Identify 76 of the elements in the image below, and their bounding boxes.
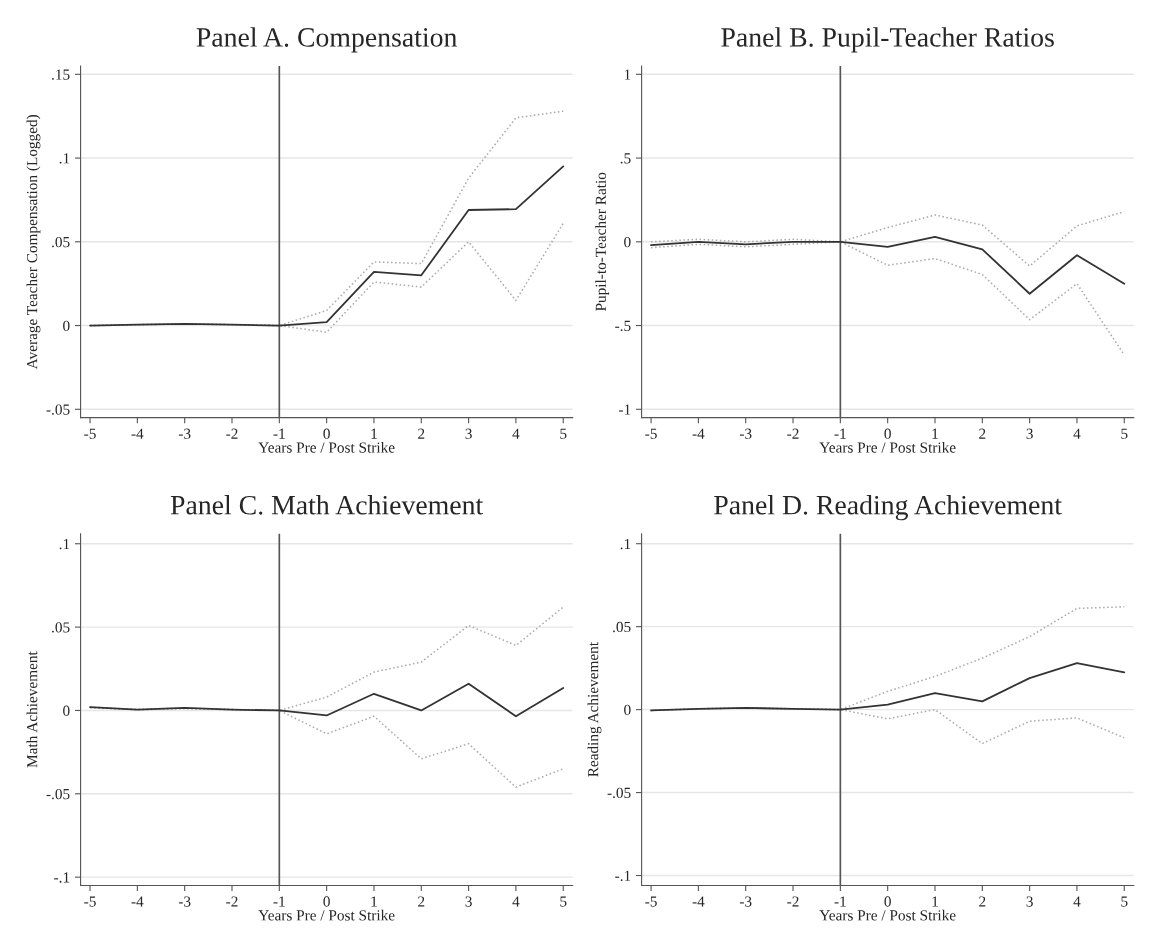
y-tick-label: 1	[624, 69, 631, 80]
x-tick-label: 0	[323, 896, 330, 907]
x-tick-label: -3	[739, 896, 752, 907]
x-tick-label: 2	[418, 896, 425, 907]
x-tick-label: 3	[1026, 896, 1033, 907]
y-axis-title: Reading Achievement	[587, 642, 602, 777]
y-tick-label: .1	[59, 153, 70, 164]
x-tick-label: -5	[84, 896, 96, 907]
x-tick-label: -5	[84, 428, 96, 439]
x-axis-title: Years Pre / Post Strike	[258, 441, 395, 453]
x-tick-label: 4	[1073, 428, 1081, 439]
y-axis-title: Pupil-to-Teacher Ratio	[595, 172, 610, 312]
y-tick-label: .15	[52, 69, 70, 80]
y-axis-title: Average Teacher Compensation (Logged)	[26, 114, 41, 370]
x-tick-label: -4	[131, 896, 144, 907]
y-tick-label: .05	[52, 236, 70, 248]
y-tick-label: -.1	[615, 870, 631, 882]
x-tick-label: -1	[273, 428, 285, 439]
x-tick-label: -1	[834, 428, 846, 439]
x-axis-title: Years Pre / Post Strike	[819, 441, 956, 453]
x-tick-label: 4	[1073, 896, 1081, 907]
y-axis-title: Math Achievement	[26, 651, 38, 768]
y-tick-label: 0	[63, 705, 70, 716]
x-tick-label: -3	[178, 896, 191, 907]
x-axis-title: Years Pre / Post Strike	[819, 909, 956, 921]
x-tick-label: -5	[645, 428, 657, 439]
x-tick-label: 1	[932, 428, 938, 439]
chart-title: Panel C. Math Achievement	[170, 495, 484, 515]
x-tick-label: -4	[692, 896, 705, 907]
x-tick-label: 5	[560, 896, 567, 907]
x-tick-label: -1	[834, 896, 846, 907]
y-tick-label: .1	[620, 538, 631, 550]
x-tick-label: 5	[1121, 428, 1128, 439]
x-tick-label: 2	[418, 428, 425, 439]
x-tick-label: -3	[178, 428, 191, 439]
y-tick-label: 0	[624, 704, 631, 716]
y-tick-label: 0	[63, 320, 70, 331]
chart-title: Panel D. Reading Achievement	[714, 495, 1062, 521]
x-axis-title: Years Pre / Post Strike	[258, 909, 395, 921]
y-tick-label: .1	[59, 538, 70, 550]
x-tick-label: 3	[465, 428, 472, 439]
chart-title: Panel A. Compensation	[196, 27, 457, 53]
chart-title: Panel B. Pupil-Teacher Ratios	[721, 27, 1054, 53]
x-tick-label: 1	[371, 428, 377, 439]
y-tick-label: -.05	[46, 404, 70, 415]
x-tick-label: 0	[323, 428, 330, 439]
x-tick-label: -4	[692, 428, 705, 439]
x-tick-label: -3	[739, 428, 752, 439]
x-tick-label: -2	[226, 896, 238, 907]
y-tick-label: -.1	[54, 872, 70, 883]
x-tick-label: 3	[465, 896, 472, 907]
y-tick-label: -.5	[615, 320, 631, 332]
y-tick-label: 0	[624, 236, 631, 248]
x-tick-label: -2	[787, 896, 799, 907]
x-tick-label: 5	[560, 428, 567, 439]
y-tick-label: .05	[613, 621, 631, 633]
x-tick-label: 4	[512, 428, 520, 439]
y-tick-label: -1	[619, 404, 631, 415]
y-tick-label: .5	[620, 153, 631, 164]
x-tick-label: 0	[884, 896, 891, 907]
y-tick-label: -.05	[46, 788, 70, 800]
x-tick-label: 2	[979, 428, 986, 439]
x-tick-label: 1	[932, 896, 938, 907]
x-tick-label: 0	[884, 428, 891, 439]
x-tick-label: 3	[1026, 428, 1033, 439]
x-tick-label: 2	[979, 896, 986, 907]
x-tick-label: 5	[1121, 896, 1128, 907]
x-tick-label: -2	[787, 428, 799, 439]
y-tick-label: .05	[52, 622, 70, 633]
x-tick-label: -2	[226, 428, 238, 439]
y-tick-label: -.05	[607, 787, 631, 799]
x-tick-label: -4	[131, 428, 144, 439]
x-tick-label: 4	[512, 896, 520, 907]
x-tick-label: -1	[273, 896, 285, 907]
x-tick-label: 1	[371, 896, 377, 907]
x-tick-label: -5	[645, 896, 657, 907]
